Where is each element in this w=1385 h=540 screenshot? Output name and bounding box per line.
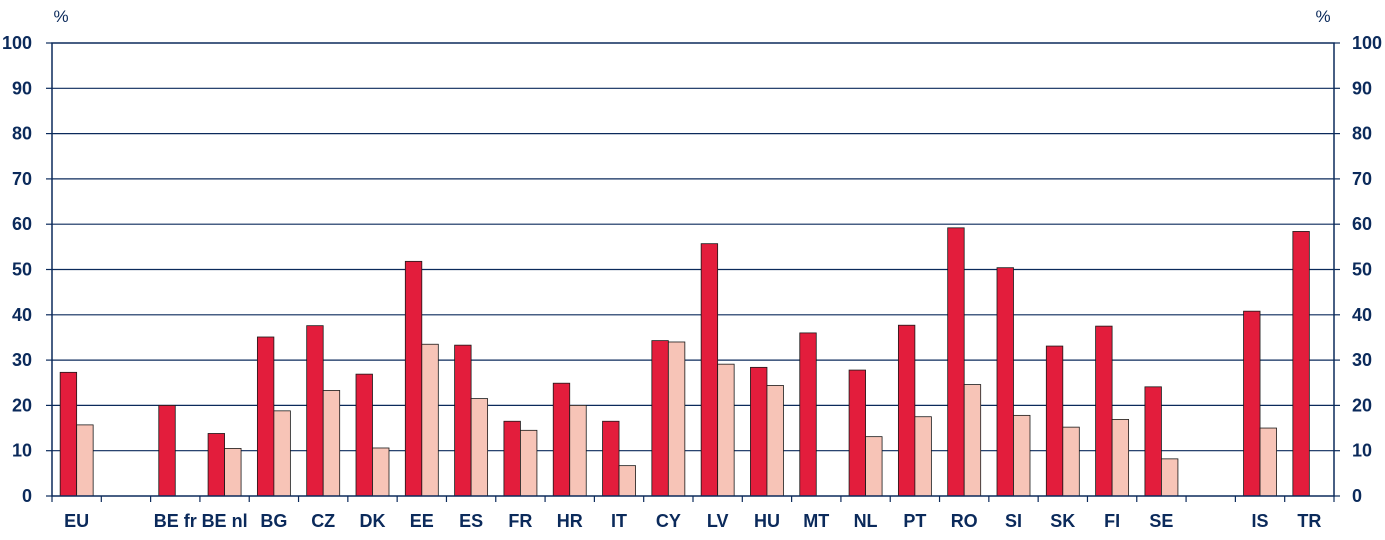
y-tick-label-left: 70: [12, 169, 32, 189]
x-tick-label: IT: [611, 511, 627, 531]
y-tick-label-left: 60: [12, 214, 32, 234]
bar-series-1-fi: [1095, 325, 1113, 497]
x-tick-label: EU: [64, 511, 89, 531]
x-tick-label: FR: [508, 511, 532, 531]
y-tick-label-left: 30: [12, 350, 32, 370]
x-tick-label: MT: [803, 511, 829, 531]
bar-series-1-it: [602, 420, 620, 497]
bar-series-2-is: [1259, 427, 1277, 497]
x-tick-label: CZ: [311, 511, 335, 531]
bar-series-1-mt: [799, 332, 817, 497]
y-tick-label-left: 90: [12, 78, 32, 98]
y-tick-label-right: 70: [1352, 169, 1372, 189]
bar-series-2-dk: [372, 447, 390, 497]
x-tick-label: ES: [459, 511, 483, 531]
x-tick-label: EE: [410, 511, 434, 531]
right-y-unit-label: %: [1315, 7, 1330, 26]
bar-series-2-ee: [421, 343, 439, 497]
bar-series-1-lv: [700, 243, 719, 497]
bar-series-2-ro: [963, 384, 982, 497]
y-tick-label-right: 100: [1352, 33, 1382, 53]
y-tick-label-right: 60: [1352, 214, 1372, 234]
bar-series-2-lv: [717, 363, 735, 497]
bar-series-2-pt: [914, 416, 932, 497]
bar-series-1-pt: [897, 324, 916, 497]
x-tick-label: CY: [656, 511, 681, 531]
bar-series-1-hu: [750, 366, 768, 497]
y-tick-labels: 0 0 10 10 20 20 30 30 40 40 50 50 60 60 70 70 80 80 90 90 10…: [2, 33, 1382, 506]
y-tick-label-right: 50: [1352, 260, 1372, 280]
bar-series-2-bg: [273, 410, 291, 497]
y-tick-label-right: 10: [1352, 441, 1372, 461]
x-tick-label: DK: [360, 511, 386, 531]
bar-series-1-cy: [651, 340, 669, 497]
x-tick-label: PT: [903, 511, 926, 531]
x-tick-label: SE: [1149, 511, 1173, 531]
bar-series-1-es: [454, 344, 472, 497]
y-tick-label-right: 80: [1352, 124, 1372, 144]
bar-series-1-hr: [552, 382, 571, 497]
bar-series-2-es: [470, 398, 489, 497]
x-tick-label: NL: [854, 511, 878, 531]
bar-series-1-ee: [404, 260, 423, 497]
bar-series-1-be-fr: [158, 404, 176, 497]
bar-series-2-hu: [766, 385, 784, 497]
x-tick-label: BG: [260, 511, 287, 531]
bar-series-1-bg: [256, 336, 275, 497]
x-tick-label: HR: [557, 511, 583, 531]
bar-series-2-it: [618, 465, 636, 497]
x-tick-label: HU: [754, 511, 780, 531]
left-y-unit-label: %: [53, 7, 68, 26]
bar-series-2-fi: [1111, 419, 1130, 497]
y-tick-label-left: 100: [2, 33, 32, 53]
bar-series-1-fr: [503, 420, 521, 497]
bar-series-2-hr: [569, 404, 587, 497]
bar-series-2-fr: [520, 429, 538, 497]
bar-series-2-eu: [76, 424, 94, 497]
bar-series-2-sk: [1062, 426, 1080, 497]
x-tick-label: SI: [1005, 511, 1022, 531]
y-tick-label-left: 80: [12, 124, 32, 144]
bar-series-1-sk: [1045, 345, 1064, 497]
bar-series-1-dk: [355, 373, 373, 497]
bar-series-2-nl: [865, 436, 883, 497]
bar-series-1-nl: [848, 369, 866, 497]
x-tick-label: SK: [1050, 511, 1075, 531]
bar-series-2-be-nl: [224, 448, 242, 497]
y-tick-label-left: 20: [12, 395, 32, 415]
x-tick-label: FI: [1104, 511, 1120, 531]
y-tick-label-right: 20: [1352, 395, 1372, 415]
y-tick-label-left: 50: [12, 260, 32, 280]
x-tick-labels: EU BE fr BE nl BG CZ DK EE ES FR HR IT CY LV HU MT NL PT…: [64, 511, 1321, 531]
bar-series-1-tr: [1292, 231, 1310, 497]
bar-series-1-si: [996, 267, 1014, 497]
x-tick-label: LV: [707, 511, 729, 531]
bar-series-2-si: [1013, 414, 1031, 497]
bars: [59, 227, 1310, 497]
x-tick-label: RO: [951, 511, 978, 531]
bar-series-2-se: [1161, 458, 1179, 497]
y-tick-label-right: 90: [1352, 78, 1372, 98]
y-tick-label-left: 0: [22, 486, 32, 506]
y-tick-label-right: 0: [1352, 486, 1362, 506]
x-tick-label: TR: [1297, 511, 1321, 531]
y-tick-label-left: 10: [12, 441, 32, 461]
x-tick-label: IS: [1252, 511, 1269, 531]
bar-series-1-eu: [59, 371, 78, 497]
y-tick-label-right: 40: [1352, 305, 1372, 325]
bar-series-1-se: [1144, 386, 1162, 497]
bar-series-1-ro: [947, 227, 965, 497]
bar-series-1-is: [1243, 310, 1261, 497]
plot-frame: [46, 42, 1340, 502]
bar-series-2-cy: [667, 341, 686, 497]
x-tick-label: BE fr: [154, 511, 197, 531]
y-tick-label-left: 40: [12, 305, 32, 325]
x-tick-label: BE nl: [202, 511, 248, 531]
grid-lines: [52, 87, 1334, 452]
bar-series-2-cz: [322, 390, 341, 497]
bar-series-1-be-nl: [207, 433, 225, 497]
bar-series-1-cz: [306, 325, 324, 497]
y-tick-label-right: 30: [1352, 350, 1372, 370]
